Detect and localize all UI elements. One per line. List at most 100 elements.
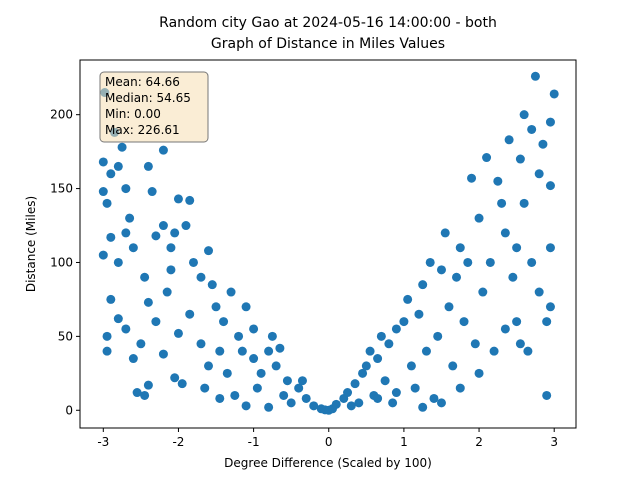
point [185,309,195,319]
point [170,228,180,238]
point [515,154,525,164]
point [373,354,383,364]
point [143,161,153,171]
point [140,272,150,282]
point [166,265,176,275]
point [102,331,112,341]
x-tick-label: -2 [172,435,184,449]
stats-line: Mean: 64.66 [105,75,180,89]
point [98,250,108,260]
point [414,309,424,319]
point [237,346,247,356]
point [365,346,375,356]
point [170,373,180,383]
point [173,328,183,338]
point [125,213,135,223]
stats-text: Mean: 64.66 Median: 54.65 Min: 0.00 Max: 22… [105,75,191,137]
point [467,173,477,183]
chart-subtitle: Graph of Distance in Miles Values [211,36,445,52]
point [519,198,529,208]
point [545,243,555,253]
point [542,390,552,400]
point [523,346,533,356]
point [204,246,214,256]
point [177,379,187,389]
point [143,297,153,307]
point [102,198,112,208]
point [106,169,116,179]
point [106,294,116,304]
point [406,361,416,371]
point [482,153,492,163]
stats-line: Min: 0.00 [105,107,161,121]
point [429,393,439,403]
point [497,198,507,208]
point [515,339,525,349]
point [211,302,221,312]
y-tick-label: 100 [50,255,73,269]
point [436,265,446,275]
point [275,343,285,353]
point [538,139,548,149]
point [512,317,522,327]
point [350,379,360,389]
point [132,388,142,398]
x-tick-label: 2 [475,435,483,449]
point [136,339,146,349]
point [358,368,368,378]
stats-line: Median: 54.65 [105,91,191,105]
x-tick-label: 1 [400,435,408,449]
x-tick-label: 3 [550,435,558,449]
x-tick-label: 0 [325,435,333,449]
point [286,398,296,408]
point [151,231,161,241]
point [166,243,176,253]
point [504,135,514,145]
point [173,194,183,204]
point [200,383,210,393]
point [448,361,458,371]
point [158,349,168,359]
point [185,195,195,205]
point [459,317,469,327]
point [545,117,555,127]
point [207,280,217,290]
axes-frame [79,59,577,429]
point [391,324,401,334]
point [196,339,206,349]
point [380,376,390,386]
point [215,346,225,356]
point [121,228,131,238]
point [519,110,529,120]
point [493,176,503,186]
point [346,401,356,411]
point [140,390,150,400]
point [98,187,108,197]
point [241,302,251,312]
point [98,157,108,167]
point [309,401,319,411]
point [113,257,123,267]
point [128,354,138,364]
stats-line: Max: 226.61 [105,123,180,137]
point [403,294,413,304]
point [279,390,289,400]
point [512,243,522,253]
point [527,124,537,134]
point [549,89,559,99]
point [219,317,229,327]
point [234,331,244,341]
point [421,346,431,356]
point [249,354,259,364]
x-tick-label: -1 [248,435,260,449]
y-tick-label: 50 [58,329,73,343]
point [410,383,420,393]
point [508,272,518,282]
point [361,361,371,371]
point [256,368,266,378]
point [463,257,473,267]
point [230,390,240,400]
y-tick-label: 150 [50,182,73,196]
point [478,287,488,297]
